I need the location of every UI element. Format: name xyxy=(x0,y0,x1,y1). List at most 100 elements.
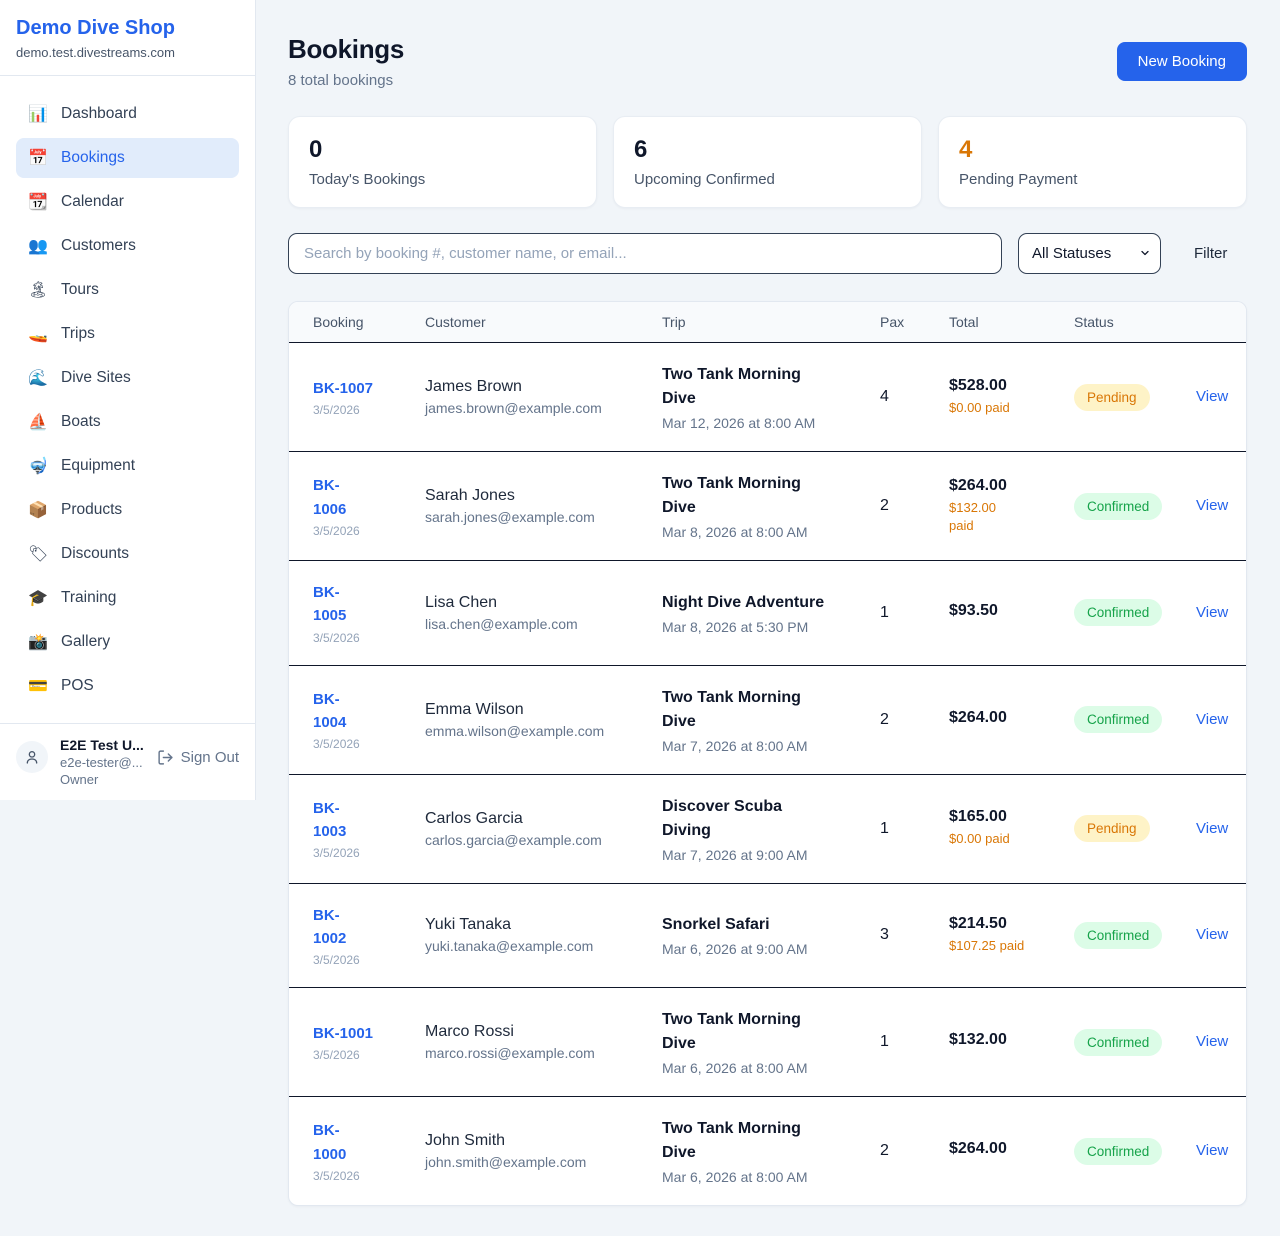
booking-id-link[interactable]: BK- 1004 xyxy=(313,690,347,731)
column-header-trip: Trip xyxy=(662,314,686,330)
view-link[interactable]: View xyxy=(1196,710,1229,728)
table-header: Booking Customer Trip Pax Total Status xyxy=(289,302,1246,343)
customer-cell: Emma Wilson emma.wilson@example.com xyxy=(425,701,662,739)
sidebar-item-label: Products xyxy=(61,501,123,518)
trip-datetime: Mar 8, 2026 at 8:00 AM xyxy=(662,524,808,540)
sidebar-item[interactable]: 🤿 Equipment xyxy=(16,446,239,486)
total-cell: $264.00 xyxy=(949,1140,1074,1162)
status-cell: Pending xyxy=(1074,815,1196,842)
customer-cell: Sarah Jones sarah.jones@example.com xyxy=(425,487,662,525)
sidebar-item-icon: 🏝 xyxy=(28,282,49,299)
sidebar-nav: 📊 Dashboard 📅 Bookings 📆 Calendar 👥 Cust… xyxy=(0,76,255,728)
sidebar-item[interactable]: 📊 Dashboard xyxy=(16,94,239,134)
sidebar-item[interactable]: 📅 Bookings xyxy=(16,138,239,178)
total-cell: $93.50 xyxy=(949,602,1074,624)
pax-value: 2 xyxy=(880,497,889,514)
sidebar-item-icon: 🚤 xyxy=(28,326,48,343)
trip-cell: Two Tank Morning Dive Mar 6, 2026 at 8:0… xyxy=(662,1008,880,1076)
sidebar-item[interactable]: 🌊 Dive Sites xyxy=(16,358,239,398)
sidebar-item[interactable]: 📸 Gallery xyxy=(16,622,239,662)
booking-id-link[interactable]: BK- 1006 xyxy=(313,477,347,518)
total-cell: $165.00 $0.00 paid xyxy=(949,808,1074,848)
customer-name: James Brown xyxy=(425,378,522,395)
customer-name: Yuki Tanaka xyxy=(425,916,511,934)
sidebar-item-label: Discounts xyxy=(61,545,130,562)
sidebar-item[interactable]: 👥 Customers xyxy=(16,226,239,266)
booking-date: 3/5/2026 xyxy=(313,1168,360,1183)
trip-cell: Discover Scuba Diving Mar 7, 2026 at 9:0… xyxy=(662,795,880,863)
view-link[interactable]: View xyxy=(1196,1033,1229,1050)
paid-amount: $107.25 paid xyxy=(949,938,1025,954)
trip-name: Night Dive Adventure xyxy=(662,593,825,611)
pax-value: 3 xyxy=(880,926,889,944)
trip-datetime: Mar 6, 2026 at 9:00 AM xyxy=(662,941,808,958)
stat-value: 0 xyxy=(309,136,323,163)
customer-cell: Marco Rossi marco.rossi@example.com xyxy=(425,1023,662,1061)
sign-out-button[interactable]: Sign Out xyxy=(157,749,239,766)
actions-cell: View xyxy=(1196,1033,1240,1051)
view-link[interactable]: View xyxy=(1196,603,1229,621)
table-row: BK- 1002 3/5/2026 Yuki Tanaka yuki.tanak… xyxy=(289,884,1246,988)
view-link[interactable]: View xyxy=(1196,819,1229,837)
status-badge: Confirmed xyxy=(1074,1137,1163,1165)
booking-id-link[interactable]: BK- 1003 xyxy=(313,799,347,840)
sidebar-item[interactable]: 📦 Products xyxy=(16,490,239,530)
pax-value: 1 xyxy=(880,819,889,837)
table-row: BK- 1000 3/5/2026 John Smith john.smith@… xyxy=(289,1097,1246,1205)
search-input[interactable] xyxy=(288,233,1002,274)
actions-cell: View xyxy=(1196,497,1240,515)
booking-id-link[interactable]: BK- 1000 xyxy=(313,1122,347,1163)
trip-name: Two Tank Morning Dive xyxy=(662,688,801,730)
sidebar-item[interactable]: 💳 POS xyxy=(16,666,239,706)
page-title-block: Bookings 8 total bookings xyxy=(288,34,404,89)
total-amount: $264.00 xyxy=(949,476,1007,494)
trip-datetime: Mar 8, 2026 at 5:30 PM xyxy=(662,618,809,635)
bookings-count: 8 total bookings xyxy=(288,72,394,89)
total-amount: $264.00 xyxy=(949,1140,1007,1157)
stat-card-pending-payment: 4 Pending Payment xyxy=(938,116,1247,208)
sidebar-item[interactable]: ⛵ Boats xyxy=(16,402,239,442)
status-badge: Confirmed xyxy=(1074,706,1163,733)
sidebar-item-icon: 🏷 xyxy=(28,546,49,563)
trip-cell: Two Tank Morning Dive Mar 7, 2026 at 8:0… xyxy=(662,686,880,754)
sidebar-item-icon: 🌊 xyxy=(28,370,48,387)
view-link[interactable]: View xyxy=(1196,497,1229,514)
view-link[interactable]: View xyxy=(1196,1142,1229,1159)
sidebar-item-label: Boats xyxy=(61,413,101,430)
booking-cell: BK-1007 3/5/2026 xyxy=(313,377,425,417)
shop-header: Demo Dive Shop demo.test.divestreams.com xyxy=(0,0,255,76)
status-select[interactable]: All Statuses xyxy=(1018,233,1161,274)
pax-value: 2 xyxy=(880,1142,889,1159)
trip-datetime: Mar 6, 2026 at 8:00 AM xyxy=(662,1060,808,1076)
sidebar-item[interactable]: 📆 Calendar xyxy=(16,182,239,222)
booking-id-link[interactable]: BK-1007 xyxy=(313,379,374,397)
view-link[interactable]: View xyxy=(1196,926,1229,944)
sidebar-item[interactable]: 🏝 Tours xyxy=(16,270,239,310)
sidebar-item[interactable]: 🚤 Trips xyxy=(16,314,239,354)
trip-name: Two Tank Morning Dive xyxy=(662,1011,801,1052)
booking-id-link[interactable]: BK- 1002 xyxy=(313,906,347,947)
status-cell: Confirmed xyxy=(1074,1028,1196,1056)
booking-date: 3/5/2026 xyxy=(313,630,360,645)
sidebar: Demo Dive Shop demo.test.divestreams.com… xyxy=(0,0,256,800)
stats-row: 0 Today's Bookings 6 Upcoming Confirmed … xyxy=(288,116,1247,208)
customer-email: marco.rossi@example.com xyxy=(425,1045,595,1061)
sidebar-item[interactable]: 🏷 Discounts xyxy=(16,534,239,574)
trip-cell: Night Dive Adventure Mar 8, 2026 at 5:30… xyxy=(662,591,880,635)
table-row: BK- 1006 3/5/2026 Sarah Jones sarah.jone… xyxy=(289,452,1246,561)
actions-cell: View xyxy=(1196,388,1240,406)
customer-email: john.smith@example.com xyxy=(425,1154,587,1170)
new-booking-button[interactable]: New Booking xyxy=(1116,42,1247,81)
booking-id-link[interactable]: BK-1001 xyxy=(313,1024,374,1042)
booking-id-link[interactable]: BK- 1005 xyxy=(313,584,347,625)
sidebar-item-label: POS xyxy=(61,677,94,694)
sign-out-label: Sign Out xyxy=(180,749,239,766)
user-name: E2E Test U... xyxy=(60,737,144,753)
sidebar-item[interactable]: 🎓 Training xyxy=(16,578,239,618)
main-content: Bookings 8 total bookings New Booking 0 … xyxy=(256,0,1280,1236)
filter-button[interactable]: Filter xyxy=(1194,245,1228,262)
pax-value: 1 xyxy=(880,1033,889,1050)
paid-amount: $0.00 paid xyxy=(949,831,1010,847)
view-link[interactable]: View xyxy=(1196,388,1229,405)
sign-out-icon xyxy=(158,750,173,765)
